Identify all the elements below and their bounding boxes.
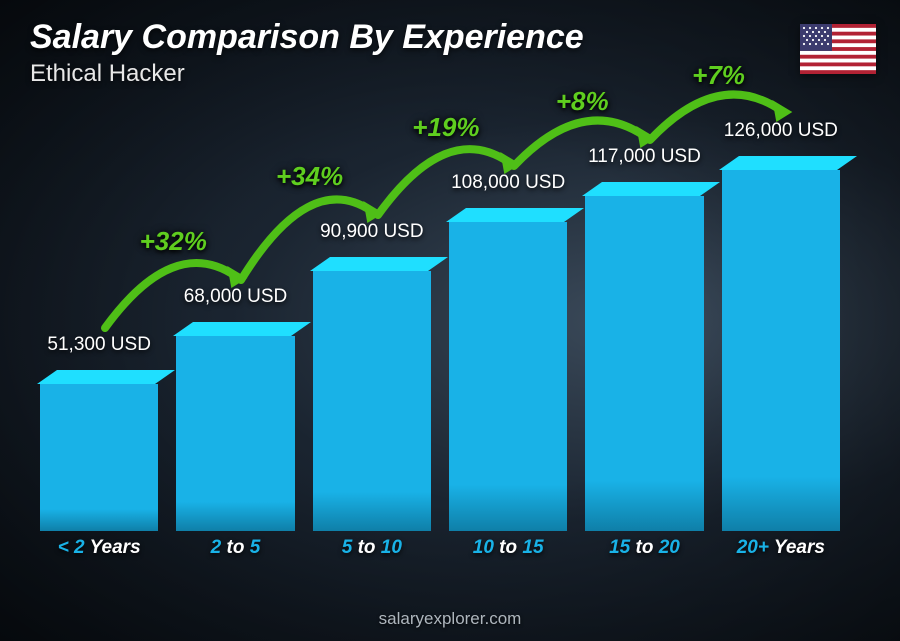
bar-shape xyxy=(722,156,840,531)
x-label-3: 10 to 15 xyxy=(449,537,567,571)
bar-top-face xyxy=(719,156,857,170)
pct-increase-label: +32% xyxy=(140,226,207,257)
x-axis-labels: < 2 Years 2 to 5 5 to 10 10 to 15 15 to 20 20… xyxy=(40,537,840,571)
pct-increase-label: +8% xyxy=(556,86,609,117)
bar-2: 90,900 USD xyxy=(313,221,431,531)
pct-increase-label: +19% xyxy=(412,112,479,143)
bar-shape xyxy=(585,182,703,531)
bar-value-label: 51,300 USD xyxy=(47,334,151,356)
bar-chart: 51,300 USD 68,000 USD 90,900 USD 108,000 US… xyxy=(40,120,840,571)
bar-top-face xyxy=(37,370,175,384)
x-label-5: 20+ Years xyxy=(722,537,840,571)
bar-top-face xyxy=(582,182,720,196)
bar-value-label: 126,000 USD xyxy=(724,120,838,142)
bar-front-face xyxy=(40,384,158,531)
bar-5: 126,000 USD xyxy=(722,120,840,531)
x-label-1: 2 to 5 xyxy=(176,537,294,571)
pct-increase-label: +34% xyxy=(276,161,343,192)
bar-shape xyxy=(449,208,567,531)
bar-front-face xyxy=(722,170,840,531)
country-flag-us xyxy=(800,24,876,74)
bar-value-label: 117,000 USD xyxy=(588,146,701,168)
footer-attribution: salaryexplorer.com xyxy=(0,609,900,629)
bar-front-face xyxy=(449,222,567,531)
bar-4: 117,000 USD xyxy=(585,146,703,531)
bar-value-label: 108,000 USD xyxy=(451,172,565,194)
bar-shape xyxy=(176,322,294,531)
bar-top-face xyxy=(173,322,311,336)
bar-3: 108,000 USD xyxy=(449,172,567,531)
bar-top-face xyxy=(446,208,584,222)
chart-subtitle: Ethical Hacker xyxy=(30,60,185,88)
pct-increase-label: +7% xyxy=(692,60,745,91)
bar-shape xyxy=(313,257,431,531)
infographic-canvas: Salary Comparison By Experience Ethical … xyxy=(0,0,900,641)
x-label-2: 5 to 10 xyxy=(313,537,431,571)
bar-front-face xyxy=(176,336,294,531)
chart-title: Salary Comparison By Experience xyxy=(30,18,584,57)
bar-1: 68,000 USD xyxy=(176,286,294,531)
x-label-4: 15 to 20 xyxy=(585,537,703,571)
bar-0: 51,300 USD xyxy=(40,334,158,531)
bar-top-face xyxy=(310,257,448,271)
us-flag-icon xyxy=(800,24,876,74)
x-label-0: < 2 Years xyxy=(40,537,158,571)
bar-front-face xyxy=(585,196,703,531)
bar-value-label: 90,900 USD xyxy=(320,221,424,243)
bar-shape xyxy=(40,370,158,531)
bar-front-face xyxy=(313,271,431,531)
bars-container: 51,300 USD 68,000 USD 90,900 USD 108,000 US… xyxy=(40,120,840,531)
bar-value-label: 68,000 USD xyxy=(184,286,288,308)
